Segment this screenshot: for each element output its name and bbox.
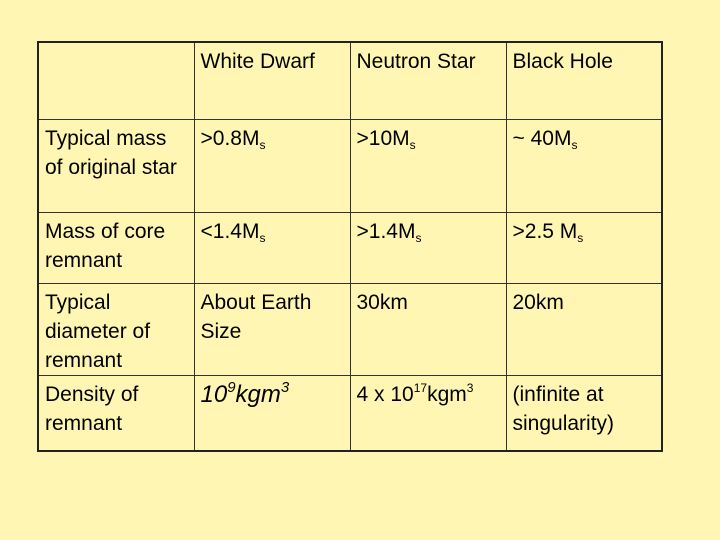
column-header: White Dwarf [193,41,351,120]
row-label-text: Density of remnant [45,382,139,435]
cell-text: s [571,137,578,152]
cell-text: About Earth Size [200,290,312,343]
cell: 20km [505,282,663,376]
cell-text: >0.8M [200,126,260,150]
cell: >1.4Ms [349,211,507,284]
cell-text: 10 [200,380,228,408]
row-label: Density of remnant [37,374,195,452]
cell-text: s [409,137,416,152]
cell-text: ~ 40M [512,126,572,150]
column-header: Neutron Star [349,41,507,120]
cell: 30km [349,282,507,376]
cell: >0.8Ms [193,118,351,213]
cell-text: s [415,230,422,245]
column-header: Black Hole [505,41,663,120]
cell-text: 20km [512,290,564,314]
cell-text: 17 [413,380,428,395]
column-header-text: Black Hole [512,50,613,73]
cell-text: s [259,230,266,245]
cell-text: 3 [280,378,290,396]
row-label: Typical diameter of remnant [37,282,195,376]
table-body: White Dwarf Neutron Star Black Hole Typical… [37,41,663,452]
row-label-text: Typical mass of original star [45,126,177,179]
comparison-table: White Dwarf Neutron Star Black Hole Typical… [37,41,663,452]
cell: 4 x 1017kgm3 [349,374,507,452]
cell: (infinite at singularity) [505,374,663,452]
cell: >2.5 Ms [505,211,663,284]
cell: >10Ms [349,118,507,213]
row-label: Typical mass of original star [37,118,195,213]
column-header-text: Neutron Star [356,50,476,73]
row-label-text: Typical diameter of remnant [45,290,151,372]
cell-text: <1.4M [200,219,260,243]
cell-text: 9 [227,378,236,396]
header-row: White Dwarf Neutron Star Black Hole [37,41,663,120]
row-label-text: Mass of core remnant [45,219,166,272]
table-row: Typical mass of original star >0.8Ms >10Ms… [37,118,663,213]
cell-text: >2.5 M [512,219,578,243]
cell-text: kgm [427,382,467,406]
cell-text: 3 [466,380,474,395]
cell: <1.4Ms [193,211,351,284]
cell: 109kgm3 [193,374,351,452]
cell-text: s [577,230,584,245]
cell: About Earth Size [193,282,351,376]
table-row: Density of remnant 109kgm3 4 x 1017kgm3 (in… [37,374,663,452]
row-label: Mass of core remnant [37,211,195,284]
corner-cell [37,41,195,120]
cell-text: kgm [235,380,281,408]
table-row: Typical diameter of remnant About Earth S… [37,282,663,376]
column-header-text: White Dwarf [200,50,315,73]
cell-text: >1.4M [356,219,416,243]
cell-text: (infinite at singularity) [512,382,615,435]
cell-text: 4 x 10 [356,382,414,406]
cell-text: >10M [356,126,410,150]
table-row: Mass of core remnant <1.4Ms >1.4Ms >2.5 Ms [37,211,663,284]
cell-text: 30km [356,290,408,314]
cell-text: s [259,137,266,152]
cell: ~ 40Ms [505,118,663,213]
